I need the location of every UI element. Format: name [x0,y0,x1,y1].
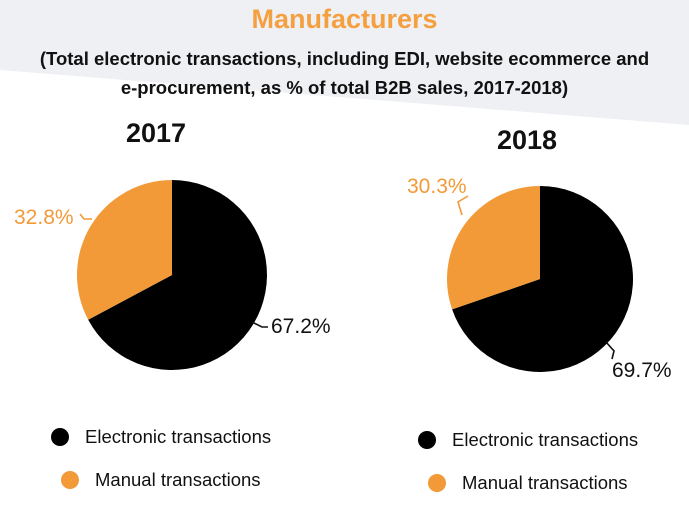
leader-line-2018-manual [457,195,469,216]
pie-slice-2017-electronic [88,180,267,370]
data-label-2018-manual: 30.3% [407,175,467,198]
pie-title-2017: 2017 [126,118,187,148]
pie-slice-2017-manual [76,180,172,320]
legend-item-2017-manual: Manual transactions [61,469,261,491]
legend-swatch-2017-manual [61,471,79,489]
subtitle-line-2: e-procurement, as % of total B2B sales, … [120,77,569,98]
pie-chart-2017: 67.2% 32.8% [14,180,331,370]
chart-title: Manufacturers [251,4,438,34]
legend-item-2018-electronic: Electronic transactions [418,429,638,451]
legend-label-2017-manual: Manual transactions [95,469,261,490]
legend-item-2017-electronic: Electronic transactions [51,426,271,448]
leader-line-2018-electronic [605,341,615,360]
background-stripe-shape [0,0,689,125]
pie-slice-2018-manual [447,186,540,310]
legend-swatch-2017-electronic [51,428,69,446]
data-label-2017-manual: 32.8% [14,206,74,229]
legend-label-2018-electronic: Electronic transactions [452,429,639,450]
subtitle-line-1: (Total electronic transactions, includin… [39,48,650,69]
chart-subtitle: (Total electronic transactions, includin… [10,44,679,102]
legend-swatch-2018-manual [428,474,446,492]
pie-slice-2018-electronic [452,186,634,372]
legend-label-2017-electronic: Electronic transactions [85,426,272,447]
legend-swatch-2018-electronic [418,431,436,449]
leader-line-2017-manual [79,213,92,220]
legend-item-2018-manual: Manual transactions [428,472,628,494]
legend-label-2018-manual: Manual transactions [462,472,628,493]
data-label-2017-electronic: 67.2% [271,315,331,338]
leader-line-2017-electronic [251,321,268,328]
data-label-2018-electronic: 69.7% [612,359,672,382]
pie-title-2018: 2018 [497,125,558,155]
pie-chart-2018: 69.7% 30.3% [407,175,672,382]
